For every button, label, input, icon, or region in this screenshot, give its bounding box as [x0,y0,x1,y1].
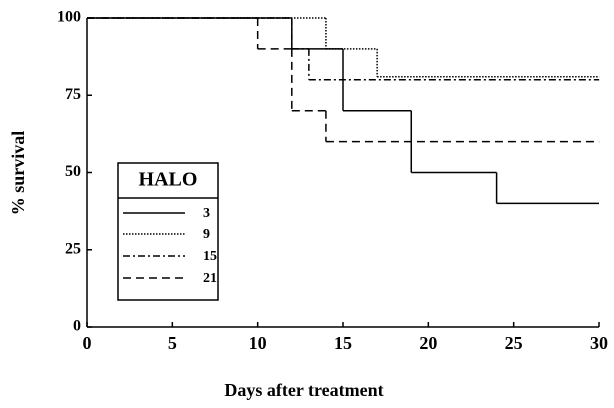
x-tick-label: 10 [249,333,267,353]
x-tick-label: 15 [334,333,352,353]
x-axis-label: Days after treatment [224,380,383,400]
y-tick-label: 25 [65,240,81,257]
y-tick-label: 100 [57,9,81,26]
x-tick-label: 30 [590,333,608,353]
legend-title: HALO [139,169,198,191]
legend-label: 3 [203,206,210,221]
x-tick-label: 5 [168,333,177,353]
x-tick-label: 0 [83,333,92,353]
y-tick-label: 50 [65,163,81,180]
x-tick-label: 25 [505,333,523,353]
y-tick-label: 75 [65,86,81,103]
y-tick-label: 0 [73,318,81,335]
x-tick-label: 20 [419,333,437,353]
y-axis-label: % survival [8,131,28,216]
legend-label: 9 [203,227,210,242]
legend-label: 15 [203,249,217,264]
legend-box [117,162,219,301]
legend-label: 21 [203,271,217,286]
